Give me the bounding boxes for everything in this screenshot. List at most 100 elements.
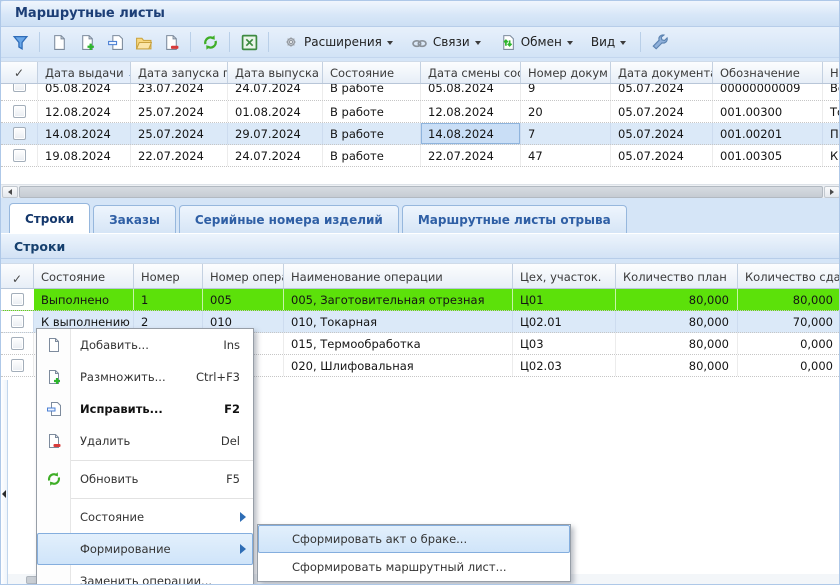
submenu-item-generate-defect-act[interactable]: Сформировать акт о браке... bbox=[258, 525, 570, 553]
column-header-issue-date[interactable]: Дата выдачи bbox=[38, 62, 131, 83]
chevron-down-icon bbox=[474, 40, 481, 45]
row-checkbox[interactable] bbox=[10, 359, 24, 372]
scrollbar-thumb[interactable] bbox=[19, 186, 823, 198]
tab-lines[interactable]: Строки bbox=[9, 203, 91, 233]
menu-item-delete[interactable]: Удалить Del bbox=[37, 425, 253, 457]
focused-cell[interactable]: 14.08.2024 bbox=[421, 123, 521, 144]
open-button[interactable] bbox=[130, 30, 156, 55]
gear-icon bbox=[283, 34, 299, 50]
check-icon: ✓ bbox=[11, 272, 23, 286]
scroll-left-button[interactable] bbox=[2, 186, 18, 198]
section-header: Строки bbox=[1, 233, 839, 259]
routes-grid-hscrollbar[interactable] bbox=[1, 184, 839, 198]
row-checkbox[interactable] bbox=[10, 293, 24, 306]
export-excel-button[interactable] bbox=[236, 30, 262, 55]
chevron-down-icon bbox=[386, 40, 393, 45]
column-header-number[interactable]: Номер bbox=[134, 264, 203, 288]
column-header-qty-done[interactable]: Количество сдано bbox=[745, 270, 839, 284]
scroll-right-button[interactable] bbox=[824, 186, 839, 198]
menu-item-state[interactable]: Состояние bbox=[37, 501, 253, 533]
column-header-qty-plan[interactable]: Количество план bbox=[616, 264, 738, 288]
chain-link-icon bbox=[411, 34, 428, 51]
row-checkbox[interactable] bbox=[10, 337, 24, 350]
refresh-icon bbox=[37, 471, 71, 487]
menu-item-duplicate[interactable]: Размножить... Ctrl+F3 bbox=[37, 361, 253, 393]
table-row-selected[interactable]: К выполнению 2 010 010, Токарная Ц02.01 … bbox=[1, 311, 839, 333]
row-checkbox[interactable] bbox=[12, 84, 26, 92]
table-row[interactable]: 12.08.2024 25.07.2024 01.08.2024 В работ… bbox=[1, 101, 839, 123]
toolbar-separator bbox=[268, 32, 269, 52]
column-header-state[interactable]: Состояние bbox=[34, 264, 134, 288]
row-checkbox-cell bbox=[1, 333, 34, 354]
row-checkbox-cell bbox=[1, 355, 34, 376]
links-menu-button[interactable]: Связи bbox=[403, 30, 489, 55]
check-column-header[interactable]: ✓ bbox=[1, 264, 34, 288]
duplicate-document-button[interactable] bbox=[74, 30, 100, 55]
submenu-arrow-icon bbox=[240, 512, 246, 522]
view-label: Вид bbox=[590, 35, 616, 49]
row-checkbox-cell bbox=[1, 289, 34, 310]
refresh-icon bbox=[202, 34, 219, 51]
submenu-arrow-icon bbox=[240, 544, 246, 554]
column-header-workshop[interactable]: Цех, участок. bbox=[513, 264, 616, 288]
row-checkbox[interactable] bbox=[12, 127, 26, 140]
row-checkbox-cell bbox=[1, 84, 38, 100]
menu-item-refresh[interactable]: Обновить F5 bbox=[37, 463, 253, 495]
column-header-release-date[interactable]: Дата выпуска п bbox=[228, 62, 323, 83]
column-header-doc-number[interactable]: Номер докум bbox=[521, 62, 611, 83]
exchange-menu-button[interactable]: Обмен bbox=[491, 30, 581, 55]
exchange-label: Обмен bbox=[520, 35, 562, 49]
new-document-button[interactable] bbox=[46, 30, 72, 55]
table-row[interactable]: 19.08.2024 22.07.2024 24.07.2024 В работ… bbox=[1, 145, 839, 167]
shortcut: Ctrl+F3 bbox=[195, 370, 240, 384]
open-folder-icon bbox=[135, 34, 152, 51]
tab-serial-numbers[interactable]: Серийные номера изделий bbox=[178, 205, 399, 233]
lines-grid-header: ✓ Состояние Номер Номер опера Наименован… bbox=[1, 263, 839, 289]
section-title: Строки bbox=[14, 238, 66, 254]
edit-document-button[interactable] bbox=[102, 30, 128, 55]
row-checkbox-cell bbox=[1, 123, 38, 144]
export-excel-icon bbox=[241, 34, 258, 51]
exchange-icon bbox=[499, 34, 516, 51]
toolbar-separator bbox=[229, 32, 230, 52]
collapse-left-icon bbox=[2, 490, 6, 498]
window-title-bar: Маршрутные листы bbox=[1, 1, 839, 27]
toolbar-separator bbox=[190, 32, 191, 52]
row-checkbox[interactable] bbox=[10, 315, 24, 328]
refresh-button[interactable] bbox=[197, 30, 223, 55]
tab-tear-off-route-sheets[interactable]: Маршрутные листы отрыва bbox=[401, 205, 627, 233]
tab-orders[interactable]: Заказы bbox=[93, 205, 176, 233]
generate-submenu: Сформировать акт о браке... Сформировать… bbox=[257, 524, 571, 582]
toolbar-separator bbox=[39, 32, 40, 52]
menu-item-replace-operations[interactable]: Заменить операции... bbox=[80, 574, 213, 585]
menu-separator bbox=[37, 460, 253, 461]
row-checkbox[interactable] bbox=[12, 105, 26, 118]
filter-button[interactable] bbox=[7, 30, 33, 55]
settings-wrench-button[interactable] bbox=[647, 30, 673, 55]
column-header-state-change-date[interactable]: Дата смены сос bbox=[421, 62, 521, 83]
menu-item-edit[interactable]: Исправить... F2 bbox=[37, 393, 253, 425]
column-header-designation[interactable]: Обозначение bbox=[713, 62, 823, 83]
column-header-doc-date[interactable]: Дата документа bbox=[611, 62, 713, 83]
extensions-menu-button[interactable]: Расширения bbox=[275, 30, 401, 55]
column-header-name[interactable]: Наим bbox=[830, 66, 839, 80]
column-header-operation-number[interactable]: Номер опера bbox=[203, 264, 284, 288]
menu-item-add[interactable]: Добавить... Ins bbox=[37, 329, 253, 361]
submenu-item-generate-route-sheet[interactable]: Сформировать маршрутный лист... bbox=[292, 560, 507, 574]
chevron-down-icon bbox=[566, 40, 573, 45]
column-header-state[interactable]: Состояние bbox=[323, 62, 421, 83]
delete-document-button[interactable] bbox=[158, 30, 184, 55]
arrow-left-icon bbox=[8, 189, 12, 195]
toolbar-separator bbox=[640, 32, 642, 52]
column-header-start-date[interactable]: Дата запуска п bbox=[131, 62, 228, 83]
menu-item-generate[interactable]: Формирование bbox=[37, 533, 253, 565]
view-menu-button[interactable]: Вид bbox=[583, 30, 634, 55]
check-column-header[interactable]: ✓ bbox=[1, 62, 38, 83]
panel-splitter[interactable] bbox=[1, 380, 8, 584]
column-header-operation-name[interactable]: Наименование операции bbox=[284, 264, 513, 288]
table-row-selected[interactable]: 14.08.2024 25.07.2024 29.07.2024 В работ… bbox=[1, 123, 839, 145]
check-icon: ✓ bbox=[13, 65, 25, 80]
table-row-done[interactable]: Выполнено 1 005 005, Заготовительная отр… bbox=[1, 289, 839, 311]
table-row[interactable]: 05.08.2024 23.07.2024 24.07.2024 В работ… bbox=[1, 84, 839, 101]
row-checkbox[interactable] bbox=[12, 149, 26, 162]
